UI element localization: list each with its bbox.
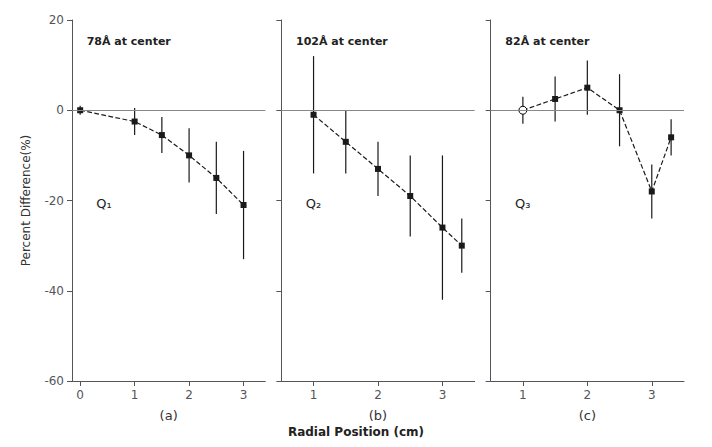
svg-text:Q₂: Q₂	[306, 196, 321, 211]
svg-text:(b): (b)	[369, 408, 387, 423]
svg-text:Q₃: Q₃	[515, 196, 530, 211]
svg-text:-40: -40	[44, 284, 64, 298]
svg-text:0: 0	[76, 388, 84, 402]
svg-text:1: 1	[131, 388, 139, 402]
svg-text:-20: -20	[44, 194, 64, 208]
svg-text:3: 3	[648, 388, 656, 402]
svg-text:2: 2	[584, 388, 592, 402]
svg-text:Q₁: Q₁	[96, 196, 111, 211]
svg-text:3: 3	[240, 388, 248, 402]
svg-text:Radial Position (cm): Radial Position (cm)	[288, 425, 424, 439]
svg-text:(c): (c)	[579, 408, 596, 423]
svg-text:0: 0	[56, 103, 64, 117]
svg-text:102Å at center: 102Å at center	[296, 35, 388, 48]
svg-text:3: 3	[439, 388, 447, 402]
svg-text:1: 1	[519, 388, 527, 402]
svg-text:78Å at center: 78Å at center	[87, 35, 172, 48]
svg-text:1: 1	[310, 388, 318, 402]
svg-text:82Å at center: 82Å at center	[505, 35, 590, 48]
svg-text:20: 20	[49, 13, 64, 27]
svg-text:-60: -60	[44, 374, 64, 388]
svg-text:2: 2	[185, 388, 193, 402]
svg-text:(a): (a)	[160, 408, 178, 423]
svg-text:Percent Difference(%): Percent Difference(%)	[19, 135, 33, 267]
svg-text:2: 2	[374, 388, 382, 402]
